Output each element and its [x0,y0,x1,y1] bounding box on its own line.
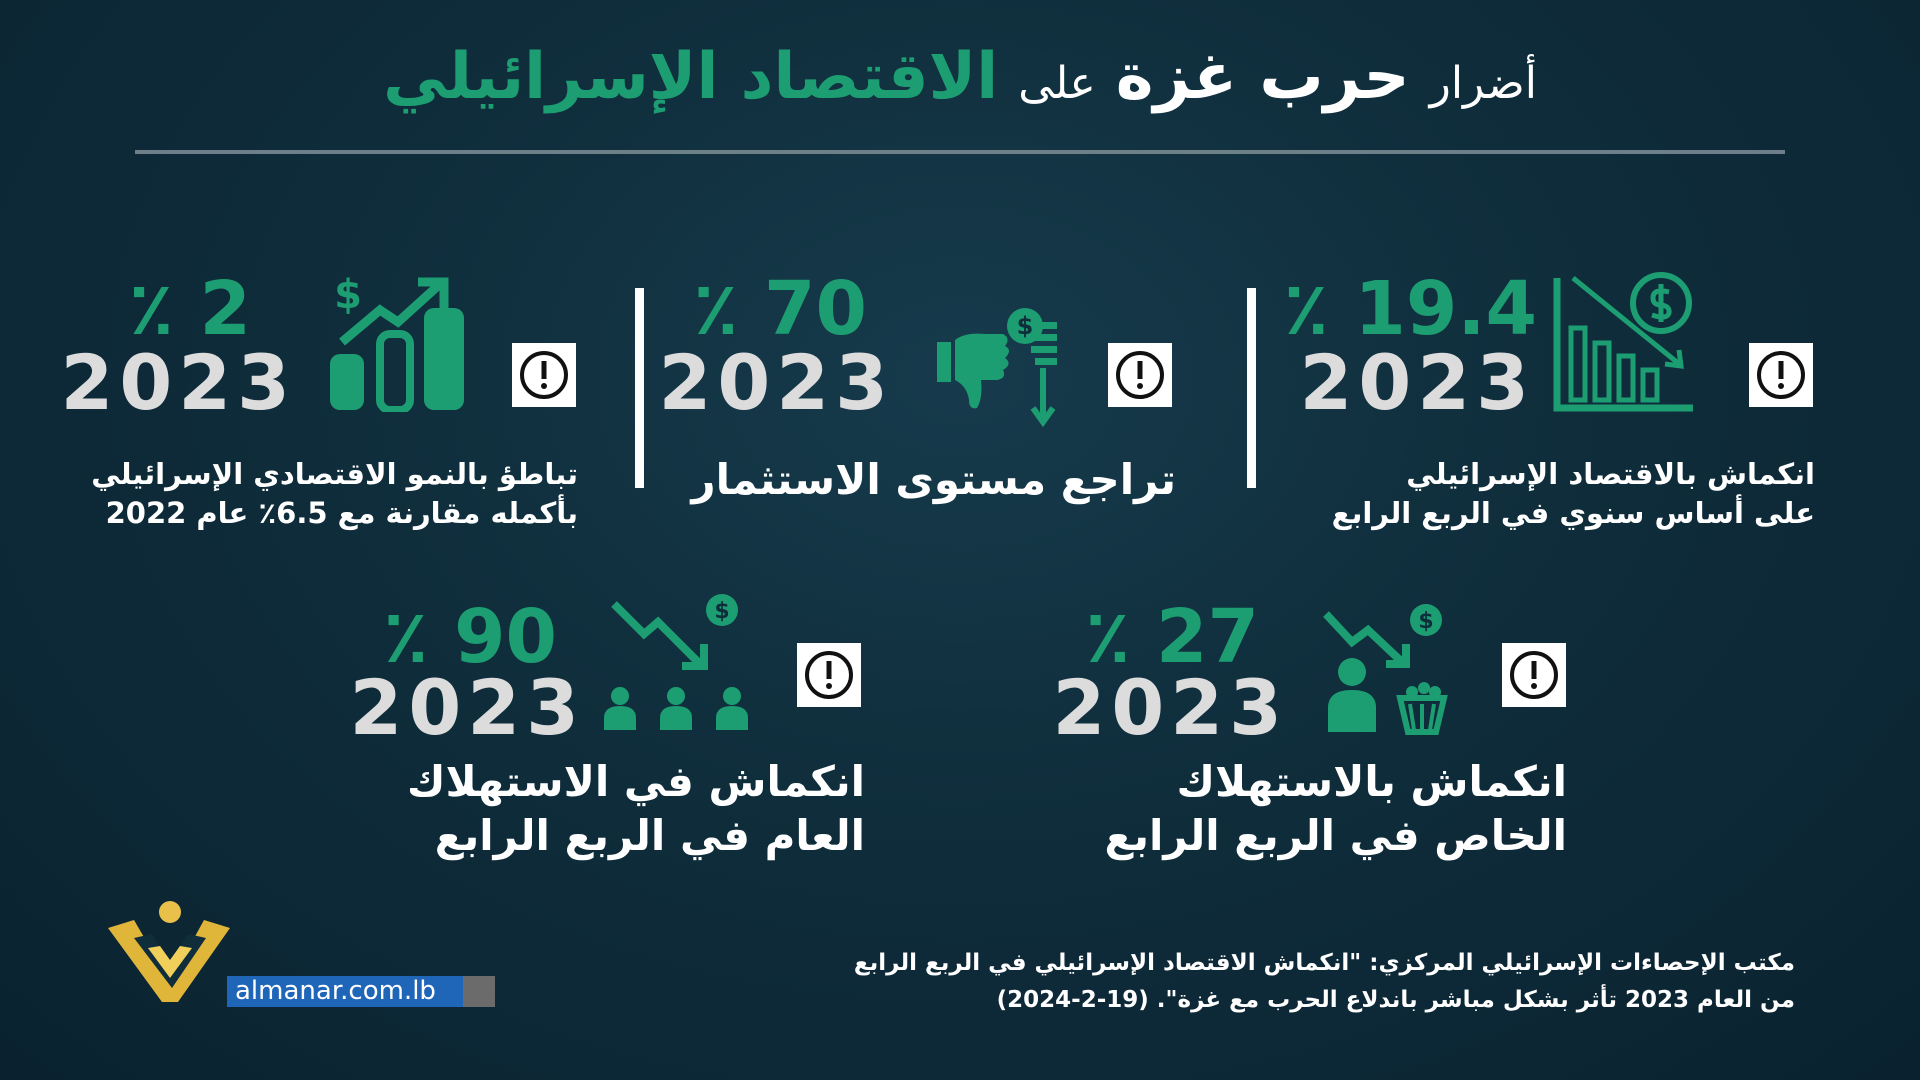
svg-text:$: $ [1418,609,1433,634]
alert-icon [797,643,861,707]
description: انكماش في الاستهلاك العام في الربع الراب… [407,755,865,863]
alert-icon [1749,343,1813,407]
source: مكتب الإحصاءات الإسرائيلي المركزي: "انكم… [854,945,1795,1019]
description: انكماش بالاستهلاك الخاص في الربع الرابع [1105,755,1567,863]
line: العام في الربع الرابع [434,811,865,860]
private-consumption-icon: $ [1323,604,1448,735]
public-consumption-icon: $ [604,594,748,730]
percent: ٪ 70 [693,266,867,352]
title-part: الاقتصاد الإسرائيلي [383,40,999,114]
year: 2023 [349,663,585,752]
alert-icon [1108,343,1172,407]
line: انكماش في الاستهلاك [407,757,865,806]
alert-icon [512,343,576,407]
growth-chart-icon: $ [330,272,464,412]
line: تراجع مستوى الاستثمار [691,455,1176,504]
svg-text:$: $ [714,599,729,624]
line: بأكمله مقارنة مع 6.5٪ عام 2022 [105,496,578,530]
line: انكماش بالاستهلاك [1176,757,1567,806]
percent: ٪ 27 [1085,594,1259,680]
year: 2023 [658,338,894,427]
year: 2023 [1052,663,1288,752]
thumbs-down-icon: $ [937,308,1057,428]
svg-text:$: $ [1017,312,1034,340]
description: تباطؤ بالنمو الاقتصادي الإسرائيلي بأكمله… [91,455,578,533]
year: 2023 [1299,338,1535,427]
alert-icon [1502,643,1566,707]
title-part: أضرار [1429,58,1537,109]
line: على أساس سنوي في الربع الرابع [1331,496,1815,530]
line: تباطؤ بالنمو الاقتصادي الإسرائيلي [91,457,578,491]
source-line: من العام 2023 تأثر بشكل مباشر باندلاع ال… [996,987,1795,1013]
line: انكماش بالاقتصاد الإسرائيلي [1406,457,1815,491]
year: 2023 [60,338,296,427]
title-part: حرب غزة [1115,40,1410,114]
title-rule [135,150,1785,154]
logo-emblem [108,901,230,1002]
source-line: مكتب الإحصاءات الإسرائيلي المركزي: "انكم… [853,950,1795,976]
decline-chart-icon [1553,272,1693,412]
percent: ٪ 90 [383,594,557,680]
logo-url: almanar.com.lb [227,976,495,1007]
description: تراجع مستوى الاستثمار [691,453,1176,507]
line: الخاص في الربع الرابع [1104,811,1567,860]
title: أضرار حرب غزة على الاقتصاد الإسرائيلي [0,40,1920,114]
percent: ٪ 19.4 [1283,266,1537,352]
divider [635,288,644,488]
description: انكماش بالاقتصاد الإسرائيلي على أساس سنو… [1332,455,1815,533]
percent: ٪ 2 [128,266,251,352]
svg-text:$: $ [334,272,362,318]
divider [1247,288,1256,488]
title-part: على [1018,58,1096,109]
